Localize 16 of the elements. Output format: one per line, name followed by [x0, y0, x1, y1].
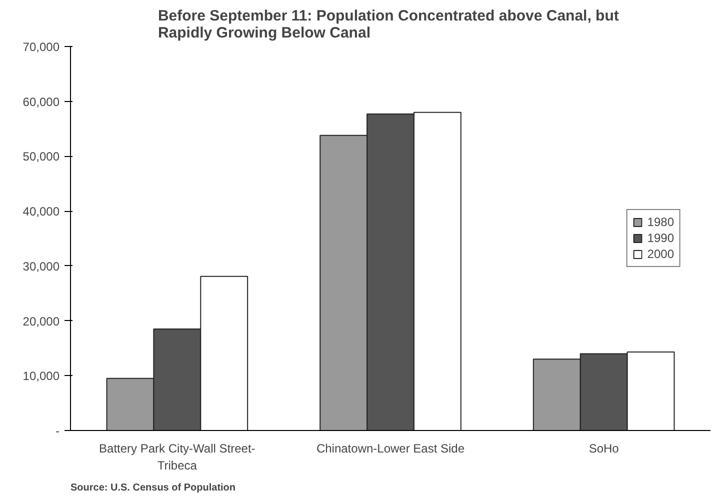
x-tick-label: Chinatown-Lower East Side	[316, 442, 465, 456]
source-note: Source: U.S. Census of Population	[70, 482, 236, 494]
y-tick-label: 30,000	[22, 259, 60, 274]
y-tick-label: 20,000	[22, 314, 60, 328]
legend-label: 1990	[647, 231, 674, 245]
y-tick-label: 70,000	[22, 40, 60, 54]
chart-title: Before September 11: Population Concentrated above Canal, but Rapidly Growing Below Canal	[158, 8, 619, 42]
y-tick-label: 40,000	[22, 204, 60, 219]
y-tick-label: 50,000	[22, 150, 60, 164]
y-tick-label: 60,000	[22, 94, 60, 109]
x-tick-label: SoHo	[588, 442, 620, 456]
y-tick-label: 10,000	[22, 369, 60, 384]
x-tick-label: Battery Park City-Wall Street- Tribeca	[99, 442, 256, 472]
legend-label: 2000	[647, 247, 674, 261]
legend-label: 1980	[647, 215, 674, 229]
y-tick-label: -	[56, 424, 60, 438]
